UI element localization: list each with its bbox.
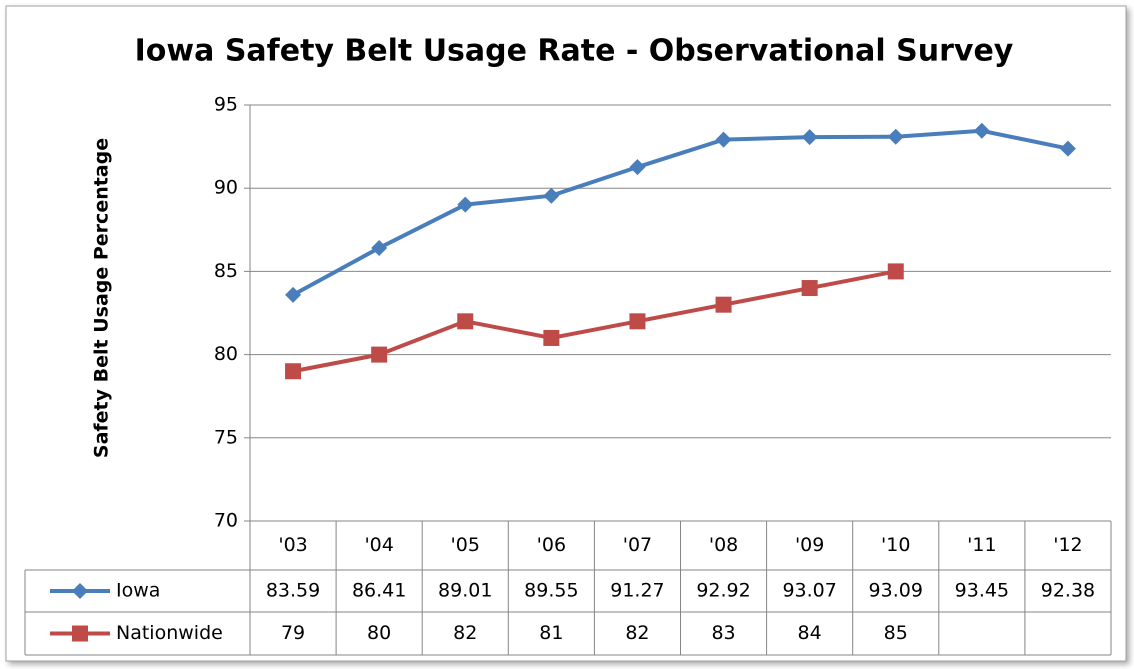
point: [457, 196, 474, 213]
table-value: 84: [798, 622, 822, 644]
point: [371, 239, 388, 256]
table-value: 86.41: [352, 580, 406, 602]
point: [285, 286, 302, 303]
point: [543, 329, 560, 346]
legend-label: Nationwide: [116, 622, 223, 644]
point: [887, 263, 904, 280]
x-tick-label: '03: [278, 534, 307, 556]
point: [801, 280, 818, 297]
x-tick-label: '09: [795, 534, 824, 556]
table-value: 92.92: [696, 580, 750, 602]
point: [543, 187, 560, 204]
table-value: 93.07: [782, 580, 836, 602]
table-value: 89.01: [438, 580, 492, 602]
table-value: 82: [625, 622, 649, 644]
x-tick-label: '12: [1053, 534, 1082, 556]
table-value: 92.38: [1041, 580, 1095, 602]
table-value: 85: [884, 622, 908, 644]
point: [285, 363, 302, 380]
table-value: 79: [281, 622, 305, 644]
x-tick-label: '08: [709, 534, 738, 556]
series-line: [292, 128, 1069, 297]
point: [801, 129, 818, 146]
y-tick-label: 80: [214, 343, 238, 365]
point: [715, 296, 732, 313]
point: [715, 131, 732, 148]
x-tick-label: '07: [623, 534, 652, 556]
x-tick-label: '05: [451, 534, 480, 556]
x-tick-label: '04: [364, 534, 393, 556]
point: [629, 159, 646, 176]
table-value: 83: [711, 622, 735, 644]
y-tick-label: 75: [214, 426, 238, 448]
point: [1059, 140, 1076, 157]
table-value: 93.09: [869, 580, 923, 602]
point: [457, 313, 474, 330]
y-tick-label: 90: [214, 177, 238, 199]
table-value: 80: [367, 622, 391, 644]
y-axis-label: Safety Belt Usage Percentage: [91, 138, 113, 458]
y-tick-label: 85: [214, 260, 238, 282]
x-tick-label: '06: [537, 534, 566, 556]
point: [629, 313, 646, 330]
table-value: 82: [453, 622, 477, 644]
point: [973, 122, 990, 139]
table-value: 81: [539, 622, 563, 644]
chart-title: Iowa Safety Belt Usage Rate - Observatio…: [135, 34, 1014, 69]
table-value: 89.55: [524, 580, 578, 602]
x-tick-label: '10: [881, 534, 910, 556]
table-value: 93.45: [955, 580, 1009, 602]
y-tick-label: 95: [214, 94, 238, 116]
point: [371, 346, 388, 363]
table-value: 83.59: [266, 580, 320, 602]
table-value: 91.27: [610, 580, 664, 602]
point: [887, 128, 904, 145]
x-tick-label: '11: [967, 534, 996, 556]
legend-key-marker: [72, 583, 88, 599]
series-line: [292, 269, 897, 374]
legend-label: Iowa: [116, 580, 160, 602]
legend-key-marker: [72, 625, 88, 642]
y-tick-label: 70: [214, 510, 238, 532]
